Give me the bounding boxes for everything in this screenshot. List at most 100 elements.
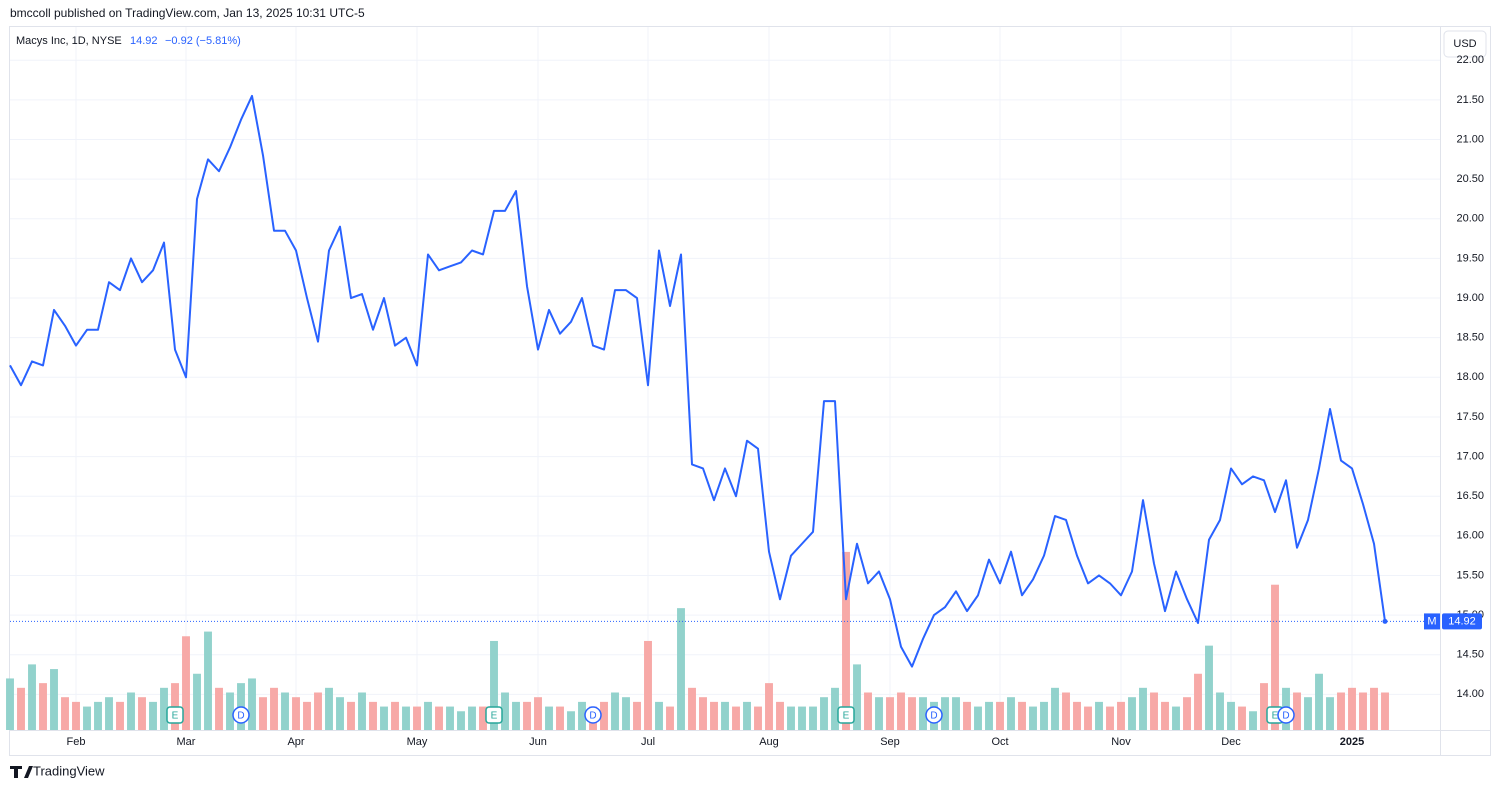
price-tag-box: [1442, 613, 1482, 630]
volume-bar: [1348, 687, 1356, 730]
volume-bar: [1084, 706, 1092, 730]
y-tick-label: 17.00: [1456, 450, 1484, 462]
x-tick-label: Oct: [991, 736, 1008, 748]
volume-bar: [897, 692, 905, 730]
x-tick-label: Jun: [529, 736, 547, 748]
volume-bar: [468, 706, 476, 730]
volume-bar: [1194, 673, 1202, 730]
grid: [10, 27, 1440, 730]
volume-bar: [666, 706, 674, 730]
volume-bar: [413, 706, 421, 730]
volume-bar: [1139, 687, 1147, 730]
volume-bar: [160, 687, 168, 730]
event-label: E: [843, 711, 850, 722]
last-price-dot: [1382, 618, 1388, 624]
y-tick-label: 21.00: [1456, 133, 1484, 145]
volume-bar: [457, 711, 465, 730]
volume-bar: [292, 697, 300, 730]
event-marker: [837, 706, 855, 724]
volume-bar: [1117, 701, 1125, 730]
volume-bar: [61, 697, 69, 730]
volume-bar: [622, 697, 630, 730]
volume-bar: [787, 706, 795, 730]
y-tick-label: 18.50: [1456, 332, 1484, 344]
legend-change: −0.92 (−5.81%): [165, 35, 241, 47]
volume-bar: [1326, 697, 1334, 730]
volume-bar: [1150, 692, 1158, 730]
volume-bar: [358, 692, 366, 730]
volume-bar: [1062, 692, 1070, 730]
x-tick-label: Feb: [67, 736, 86, 748]
volume-bar: [611, 692, 619, 730]
volume-bar: [479, 706, 487, 730]
volume-bar: [545, 706, 553, 730]
x-tick-label: Mar: [177, 736, 196, 748]
volume-bar: [1183, 697, 1191, 730]
volume-bar: [633, 701, 641, 730]
currency-button[interactable]: [1443, 30, 1487, 58]
volume-bar: [864, 692, 872, 730]
volume-bar: [336, 697, 344, 730]
volume-bar: [303, 701, 311, 730]
volume-bar: [391, 701, 399, 730]
y-tick-label: 18.00: [1456, 371, 1484, 383]
y-tick-label: 20.00: [1456, 213, 1484, 225]
volume-bar: [677, 608, 685, 730]
volume-bar: [226, 692, 234, 730]
chart-frame: [9, 26, 1491, 756]
volume-bar: [820, 697, 828, 730]
event-marker: [166, 706, 184, 724]
volume: [6, 551, 1389, 730]
volume-bar: [1172, 706, 1180, 730]
volume-bar: [424, 701, 432, 730]
volume-bar: [952, 697, 960, 730]
footer: TradingView: [33, 763, 105, 778]
price-tag-m: M: [1427, 615, 1436, 627]
volume-bar: [523, 701, 531, 730]
volume-bar: [1128, 697, 1136, 730]
event-label: E: [491, 711, 498, 722]
volume-bar: [655, 701, 663, 730]
volume-bar: [1095, 701, 1103, 730]
volume-bar: [83, 706, 91, 730]
volume-bar: [72, 701, 80, 730]
volume-bar: [974, 706, 982, 730]
volume-bar: [1304, 697, 1312, 730]
currency[interactable]: USD: [1453, 38, 1476, 50]
volume-bar: [270, 687, 278, 730]
y-tick-label: 19.00: [1456, 292, 1484, 304]
volume-bar: [325, 687, 333, 730]
volume-bar: [512, 701, 520, 730]
volume-bar: [765, 683, 773, 730]
volume-bar: [39, 683, 47, 730]
volume-bar: [578, 701, 586, 730]
volume-bar: [996, 701, 1004, 730]
event-marker: [1277, 706, 1295, 724]
volume-bar: [215, 687, 223, 730]
volume-bar: [1073, 701, 1081, 730]
x-tick-label: Dec: [1221, 736, 1241, 748]
volume-bar: [1007, 697, 1015, 730]
x-tick-label: 2025: [1340, 736, 1364, 748]
volume-bar: [919, 697, 927, 730]
y-tick-label: 14.50: [1456, 649, 1484, 661]
volume-bar: [1106, 706, 1114, 730]
volume-bar: [1381, 692, 1389, 730]
volume-bar: [710, 701, 718, 730]
y-tick-label: 14.00: [1456, 688, 1484, 700]
volume-bar: [963, 701, 971, 730]
volume-bar: [534, 697, 542, 730]
volume-bar: [732, 706, 740, 730]
y-tick-label: 15.50: [1456, 569, 1484, 581]
volume-bar: [127, 692, 135, 730]
volume-bar: [809, 706, 817, 730]
volume-bar: [875, 697, 883, 730]
volume-bar: [369, 701, 377, 730]
volume-bar: [1359, 692, 1367, 730]
volume-bar: [204, 631, 212, 730]
volume-bar: [50, 669, 58, 730]
event-label: E: [172, 711, 179, 722]
volume-bar: [501, 692, 509, 730]
volume-bar: [1271, 584, 1279, 730]
